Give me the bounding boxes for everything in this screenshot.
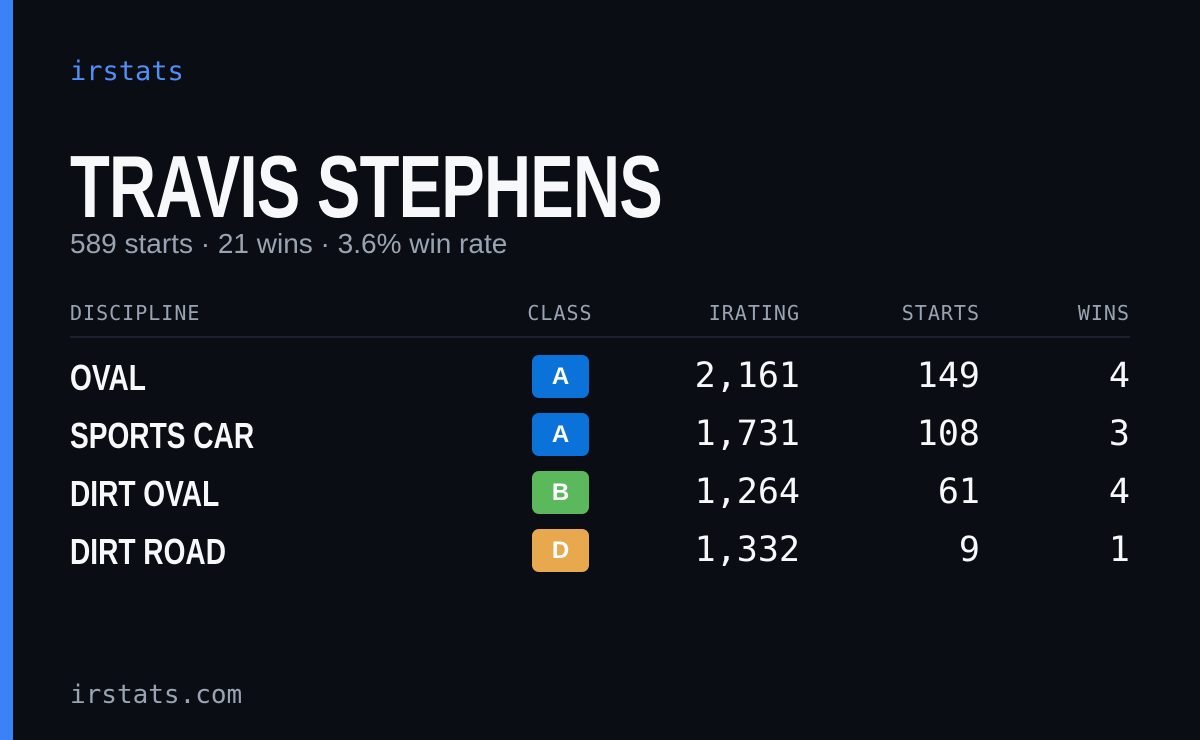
discipline: DIRT ROAD [70, 531, 226, 572]
starts: 108 [916, 414, 980, 454]
column-header: DISCIPLINE [70, 301, 201, 325]
column-header: CLASS [527, 301, 593, 325]
starts: 149 [916, 356, 980, 396]
wins: 3 [1108, 414, 1130, 454]
starts: 9 [958, 530, 980, 570]
class-badge: B [532, 471, 589, 514]
discipline: DIRT OVAL [70, 473, 220, 514]
brand: irstats [70, 56, 184, 87]
footer: irstats.com [70, 680, 243, 710]
class-badge: A [532, 413, 589, 456]
column-header: WINS [1077, 301, 1130, 325]
irating: 2,161 [694, 356, 800, 396]
irating: 1,731 [694, 414, 800, 454]
divider [70, 336, 1130, 338]
discipline: SPORTS CAR [70, 415, 255, 456]
wins: 4 [1108, 356, 1130, 396]
driver-name: TRAVIS STEPHENS [70, 137, 663, 236]
class-badge: D [532, 529, 589, 572]
column-header: STARTS [901, 301, 980, 325]
driver-summary: 589 starts · 21 wins · 3.6% win rate [70, 228, 508, 259]
wins: 1 [1108, 530, 1130, 570]
irating: 1,332 [694, 530, 800, 570]
column-header: IRATING [708, 301, 800, 325]
irating: 1,264 [694, 472, 800, 512]
starts: 61 [937, 472, 980, 512]
class-badge: A [532, 355, 589, 398]
wins: 4 [1108, 472, 1130, 512]
accent-bar [0, 0, 13, 740]
discipline: OVAL [70, 357, 146, 398]
